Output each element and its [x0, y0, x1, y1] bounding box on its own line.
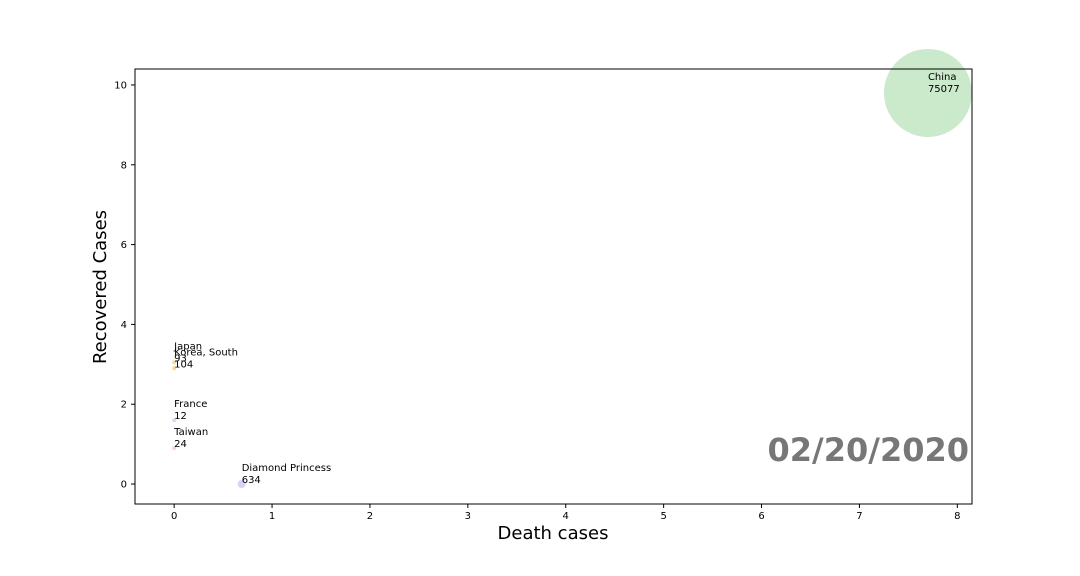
- point-name: Japan: [173, 341, 202, 352]
- point-value: 93: [174, 353, 187, 364]
- y-axis-title: Recovered Cases: [90, 210, 111, 364]
- x-tick-label: 1: [269, 511, 275, 522]
- y-axis-ticks: 0 2 4 6 8 10: [114, 80, 135, 491]
- x-tick-label: 5: [660, 511, 666, 522]
- bubble: [172, 446, 177, 451]
- point-value: 24: [174, 439, 187, 450]
- point-value: 634: [242, 475, 261, 486]
- point-name: Korea, South: [174, 347, 238, 358]
- x-tick-label: 6: [758, 511, 764, 522]
- x-tick-label: 4: [563, 511, 569, 522]
- point-value: 104: [174, 359, 193, 370]
- point-label: France 12: [174, 399, 207, 422]
- bubble-layer: [172, 48, 972, 489]
- point-value: 75077: [928, 84, 960, 95]
- x-tick-label: 0: [171, 511, 177, 522]
- bubble: [883, 48, 972, 137]
- point-name: Diamond Princess: [242, 463, 331, 474]
- y-tick-label: 4: [121, 320, 127, 331]
- point-label: Diamond Princess 634: [242, 463, 331, 486]
- y-tick-label: 6: [121, 240, 127, 251]
- point-name: France: [174, 399, 207, 410]
- point-label: Taiwan 24: [173, 427, 208, 450]
- bubble: [172, 418, 177, 423]
- x-tick-label: 3: [465, 511, 471, 522]
- y-tick-label: 10: [114, 80, 127, 91]
- point-label: Japan 93: [173, 341, 202, 364]
- point-name: China: [928, 72, 957, 83]
- point-label: China 75077: [928, 72, 960, 95]
- y-tick-label: 0: [121, 480, 127, 491]
- bubble: [172, 366, 177, 371]
- point-label: Korea, South 104: [174, 347, 238, 370]
- y-tick-label: 2: [121, 400, 127, 411]
- x-tick-label: 8: [954, 511, 960, 522]
- x-tick-label: 7: [856, 511, 862, 522]
- plot-frame: [134, 68, 973, 505]
- x-axis-title: Death cases: [498, 523, 609, 544]
- x-axis-ticks: 0 1 2 3 4 5 6 7 8: [171, 504, 961, 522]
- point-name: Taiwan: [173, 427, 208, 438]
- point-value: 12: [174, 411, 187, 422]
- bubble: [237, 480, 246, 489]
- bubble: [172, 360, 177, 365]
- date-annotation: 02/20/2020: [768, 431, 970, 469]
- x-tick-label: 2: [367, 511, 373, 522]
- y-tick-label: 8: [121, 160, 127, 171]
